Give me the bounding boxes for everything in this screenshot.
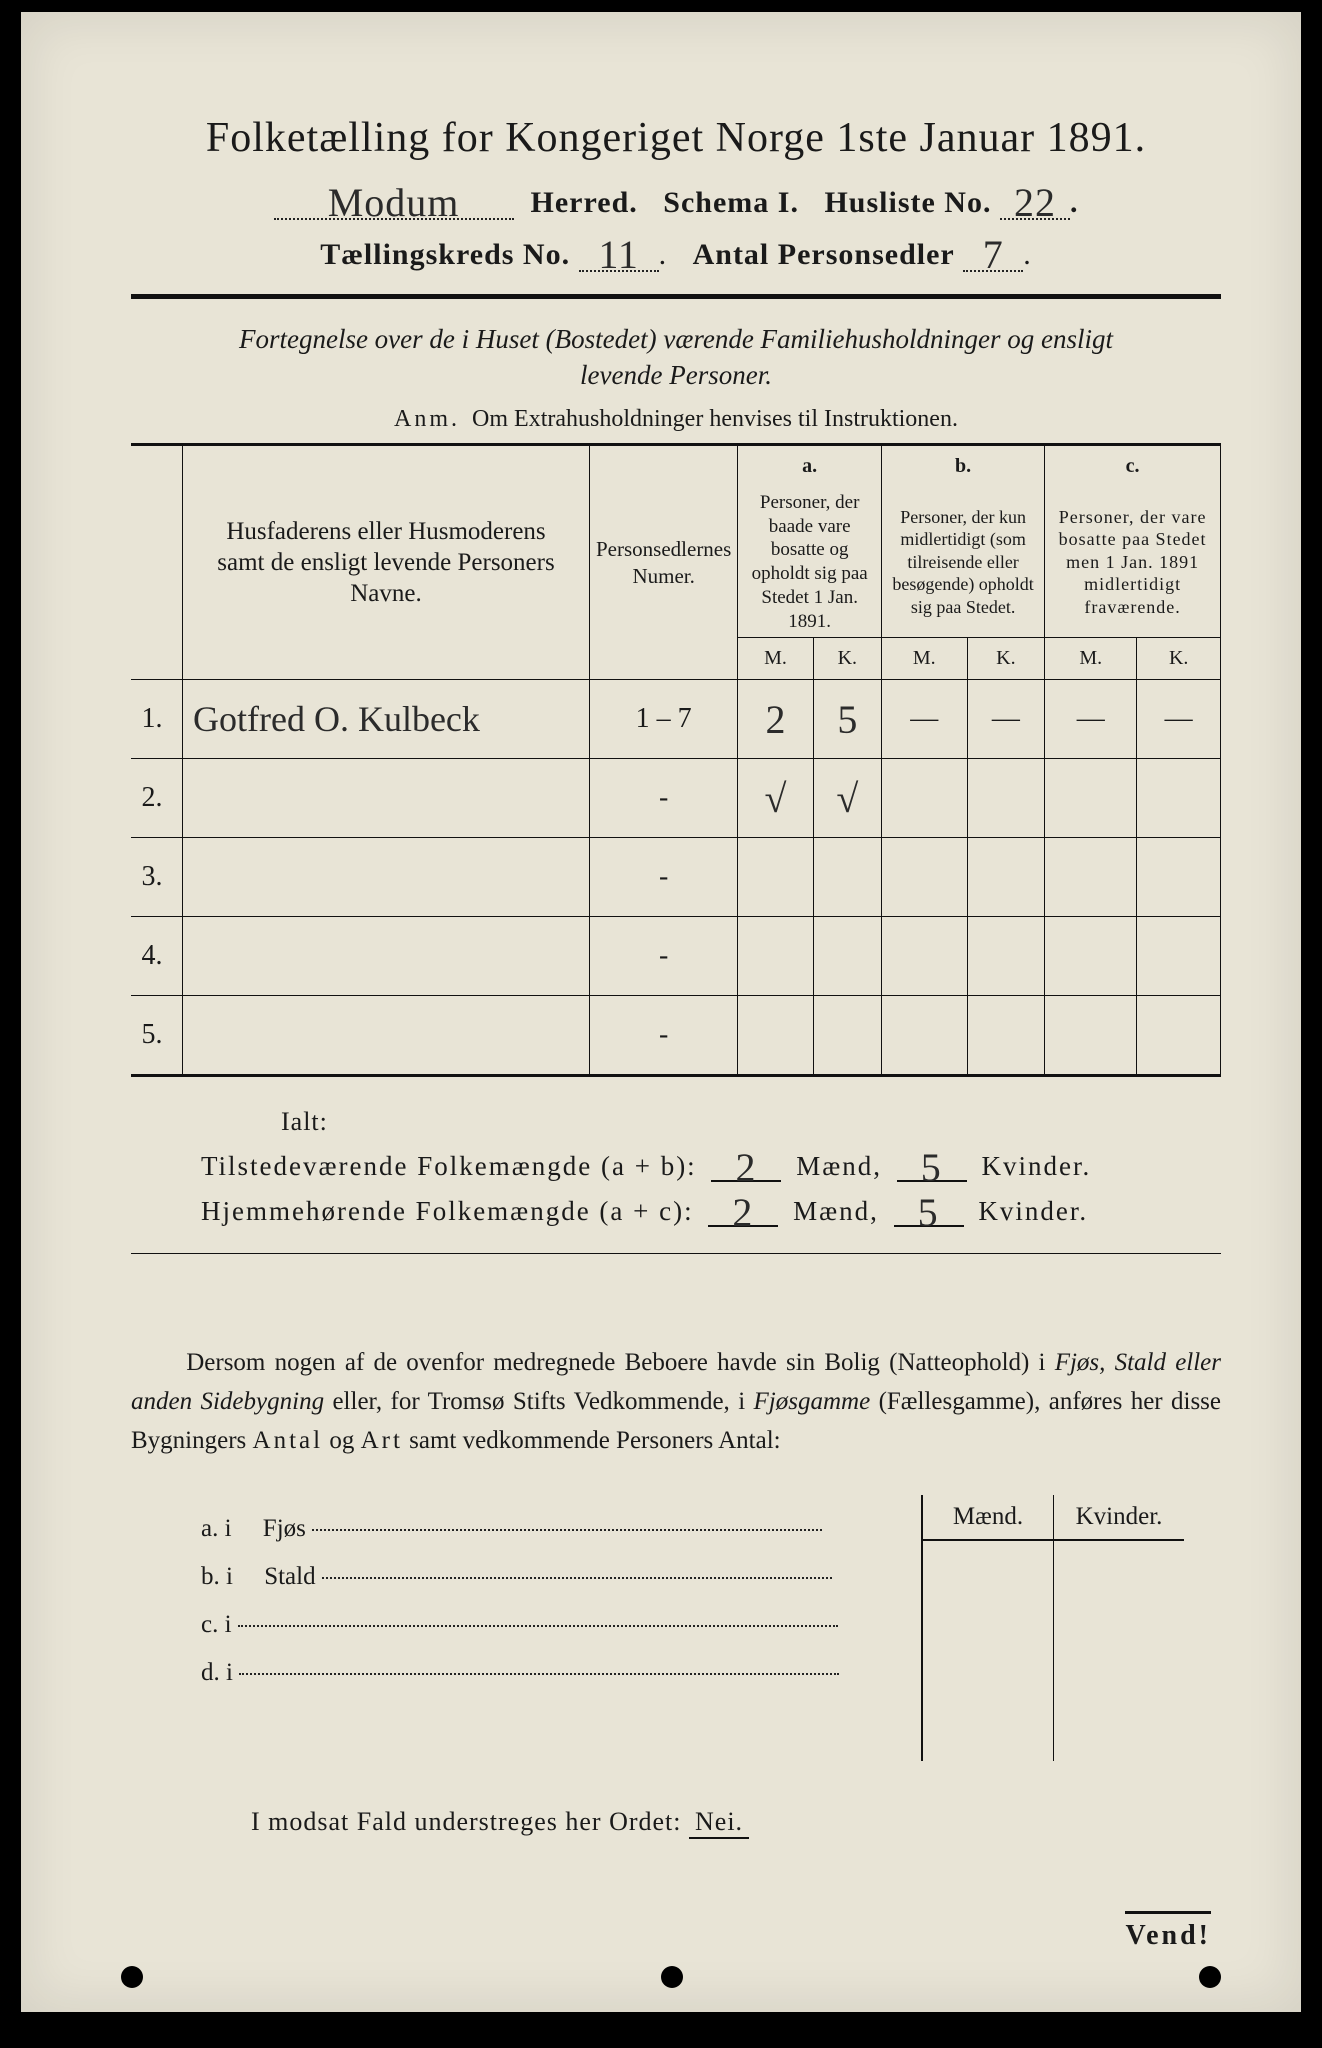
herred-label: Herred. — [531, 186, 638, 219]
anm-line: Anm. Om Extrahusholdninger henvises til … — [131, 406, 1221, 433]
row-numer: 1 – 7 — [590, 680, 738, 759]
punch-hole-icon — [121, 1966, 143, 1988]
col-c-text: Personer, der vare bosatte paa Stedet me… — [1045, 487, 1221, 638]
herred-handwritten: Modum — [328, 191, 460, 215]
outbuildings-section: a. i Fjøs b. i Stald c. i d. i Mænd. Kvi… — [131, 1495, 1221, 1761]
row-number: 4. — [131, 917, 183, 996]
schema-label: Schema I. — [663, 186, 799, 219]
anm-prefix: Anm. — [394, 406, 460, 432]
husliste-label: Husliste No. — [824, 186, 991, 219]
col-b-letter: b. — [888, 454, 1038, 479]
col-head-names: Husfaderens eller Husmoderens samt de en… — [183, 444, 590, 680]
list-item: a. i Fjøs — [201, 1515, 921, 1543]
row-numer: - — [590, 917, 738, 996]
census-table: Husfaderens eller Husmoderens samt de en… — [131, 443, 1221, 1078]
header-line-3: Tællingskreds No. 11. Antal Personsedler… — [131, 238, 1221, 272]
imodsat-line: I modsat Fald understreges her Ordet: Ne… — [251, 1807, 1221, 1839]
col-c-M: M. — [1045, 638, 1137, 680]
table-row: 2. - √ √ — [131, 759, 1221, 838]
header-line-2: Modum Herred. Schema I. Husliste No. 22. — [131, 186, 1221, 220]
col-a-text: Personer, der baade vare bosatte og opho… — [738, 487, 882, 638]
tilstedevaerende-row: Tilstedeværende Folkemængde (a + b): 2 M… — [201, 1151, 1221, 1182]
tilst-kvinder: 5 — [921, 1156, 943, 1180]
outbuildings-list: a. i Fjøs b. i Stald c. i d. i — [201, 1495, 921, 1761]
anm-text: Om Extrahusholdninger henvises til Instr… — [472, 406, 958, 432]
personsedler-no: 7 — [983, 243, 1004, 267]
cell-aM: 2 — [765, 696, 785, 743]
page-title: Folketælling for Kongeriget Norge 1ste J… — [131, 114, 1221, 162]
row-numer: - — [590, 838, 738, 917]
kreds-label: Tællingskreds No. — [320, 238, 570, 271]
col-c-K: K. — [1137, 638, 1221, 680]
dwelling-paragraph: Dersom nogen af de ovenfor medregnede Be… — [131, 1344, 1221, 1460]
row-number: 1. — [131, 680, 183, 759]
punch-hole-icon — [661, 1966, 683, 1988]
table-row: 1. Gotfred O. Kulbeck 1 – 7 2 5 — — — — — [131, 680, 1221, 759]
cell-aK: 5 — [837, 696, 857, 743]
cell-cK: — — [1137, 680, 1221, 759]
vend-label: Vend! — [1125, 1911, 1211, 1952]
cell-aK: √ — [836, 775, 858, 822]
hjem-maend: 2 — [732, 1201, 754, 1225]
hjem-kvinder: 5 — [918, 1201, 940, 1225]
col-b-K: K. — [967, 638, 1045, 680]
row-number: 5. — [131, 996, 183, 1076]
cell-bM: — — [882, 680, 968, 759]
col-c-letter: c. — [1051, 454, 1214, 479]
punch-hole-icon — [1199, 1966, 1221, 1988]
maend-header: Mænd. — [923, 1495, 1054, 1541]
census-form-page: Folketælling for Kongeriget Norge 1ste J… — [21, 12, 1301, 2012]
row-numer: - — [590, 996, 738, 1076]
row-numer: - — [590, 759, 738, 838]
mk-columns — [921, 1541, 1184, 1761]
personsedler-label: Antal Personsedler — [693, 238, 955, 271]
table-row: 3. - — [131, 838, 1221, 917]
cell-aM: √ — [765, 775, 787, 822]
list-item: c. i — [201, 1611, 921, 1639]
tilst-maend: 2 — [735, 1156, 757, 1180]
mk-header: Mænd. Kvinder. — [921, 1495, 1184, 1541]
col-a-K: K. — [813, 638, 881, 680]
nei-word: Nei. — [689, 1807, 749, 1839]
col-b-text: Personer, der kun midlertidigt (som tilr… — [882, 487, 1045, 638]
ialt-label: Ialt: — [281, 1107, 1221, 1137]
list-item: d. i — [201, 1659, 921, 1687]
divider — [131, 294, 1221, 299]
row-number: 2. — [131, 759, 183, 838]
col-a-M: M. — [738, 638, 813, 680]
col-head-numer: Personsedlernes Numer. — [590, 444, 738, 680]
list-item: b. i Stald — [201, 1563, 921, 1591]
row-name: Gotfred O. Kulbeck — [193, 698, 480, 740]
table-row: 5. - — [131, 996, 1221, 1076]
table-row: 4. - — [131, 917, 1221, 996]
cell-cM: — — [1045, 680, 1137, 759]
cell-bK: — — [967, 680, 1045, 759]
col-a-letter: a. — [744, 454, 875, 479]
row-number: 3. — [131, 838, 183, 917]
fortegnelse-heading: Fortegnelse over de i Huset (Bostedet) v… — [131, 321, 1221, 394]
col-b-M: M. — [882, 638, 968, 680]
hjemmehoerende-row: Hjemmehørende Folkemængde (a + c): 2 Mæn… — [201, 1196, 1221, 1227]
husliste-no: 22 — [1014, 191, 1056, 215]
kvinder-header: Kvinder. — [1054, 1495, 1184, 1541]
kreds-no: 11 — [598, 243, 639, 267]
